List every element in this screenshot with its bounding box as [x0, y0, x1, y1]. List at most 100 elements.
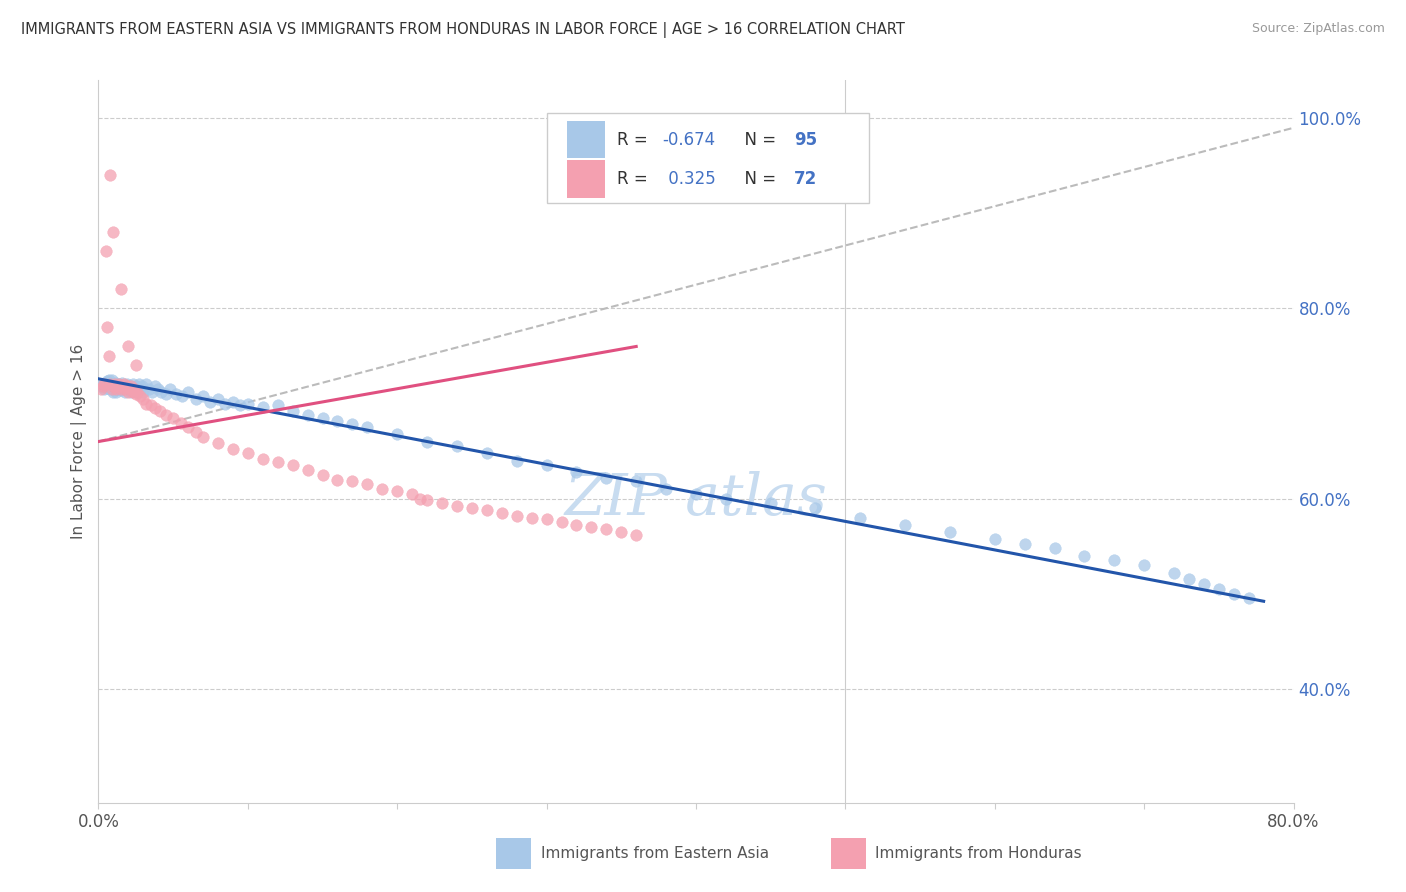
Point [129, 382, 152, 396]
Point [1104, 553, 1126, 567]
Point [114, 382, 136, 396]
Point [143, 401, 166, 416]
Point [143, 379, 166, 393]
Point [191, 430, 214, 444]
Point [118, 379, 141, 393]
Text: Source: ZipAtlas.com: Source: ZipAtlas.com [1251, 22, 1385, 36]
Point [124, 382, 146, 396]
Point [894, 518, 917, 533]
Point [103, 377, 125, 392]
Point [446, 499, 468, 513]
Point [1043, 541, 1066, 555]
Point [177, 420, 200, 434]
Point [371, 482, 394, 496]
Point [110, 382, 132, 396]
Text: N =: N = [734, 169, 782, 187]
Point [207, 392, 229, 406]
FancyBboxPatch shape [831, 838, 866, 869]
Point [311, 467, 333, 482]
Point [385, 426, 409, 441]
FancyBboxPatch shape [547, 112, 869, 203]
Point [138, 382, 160, 396]
Point [222, 394, 245, 409]
Point [236, 446, 259, 460]
Point [506, 508, 529, 523]
Point [117, 339, 139, 353]
Point [475, 503, 498, 517]
Point [1014, 537, 1036, 551]
Point [229, 398, 252, 412]
Text: 0.325: 0.325 [662, 169, 716, 187]
Point [416, 434, 439, 449]
Point [101, 382, 124, 396]
Point [105, 385, 128, 400]
FancyBboxPatch shape [567, 121, 605, 159]
Text: IMMIGRANTS FROM EASTERN ASIA VS IMMIGRANTS FROM HONDURAS IN LABOR FORCE | AGE > : IMMIGRANTS FROM EASTERN ASIA VS IMMIGRAN… [21, 22, 905, 38]
Point [281, 404, 304, 418]
Point [461, 501, 484, 516]
Point [626, 475, 648, 489]
Point [97, 349, 120, 363]
Point [984, 532, 1007, 546]
Point [1133, 558, 1156, 573]
Point [150, 385, 173, 400]
Point [401, 487, 423, 501]
Point [132, 385, 155, 400]
Point [416, 493, 439, 508]
Point [141, 385, 163, 400]
Point [1073, 549, 1095, 563]
Point [148, 382, 170, 396]
Point [1163, 566, 1185, 580]
Point [127, 385, 149, 400]
Point [97, 379, 120, 393]
Point [177, 385, 200, 400]
Point [120, 385, 142, 400]
Point [356, 477, 378, 491]
Point [1178, 573, 1201, 587]
Point [104, 377, 127, 392]
Point [93, 377, 115, 392]
Point [565, 518, 588, 533]
Point [342, 417, 364, 432]
Point [105, 376, 128, 390]
Point [128, 377, 150, 392]
Point [131, 379, 153, 393]
Point [90, 382, 112, 396]
Point [685, 487, 707, 501]
Point [326, 473, 349, 487]
Point [98, 376, 122, 390]
Point [222, 442, 245, 457]
Point [104, 382, 127, 396]
Y-axis label: In Labor Force | Age > 16: In Labor Force | Age > 16 [72, 344, 87, 539]
Point [114, 385, 136, 400]
Point [491, 506, 513, 520]
FancyBboxPatch shape [496, 838, 531, 869]
Point [111, 382, 134, 396]
Point [117, 382, 139, 396]
Point [97, 373, 120, 387]
Point [252, 401, 274, 415]
Point [149, 404, 172, 418]
Point [165, 387, 187, 401]
Point [342, 475, 364, 489]
Point [107, 382, 129, 396]
Point [108, 377, 131, 392]
FancyBboxPatch shape [567, 160, 605, 197]
Point [506, 453, 529, 467]
Point [565, 465, 588, 479]
Point [550, 516, 572, 530]
Point [96, 320, 118, 334]
Point [120, 379, 142, 393]
Point [90, 379, 112, 393]
Point [108, 377, 131, 392]
Point [98, 377, 122, 392]
Point [939, 524, 962, 539]
Point [581, 520, 603, 534]
Point [236, 396, 259, 410]
Point [139, 398, 162, 412]
Point [94, 376, 117, 390]
Point [184, 425, 207, 439]
Point [430, 496, 453, 510]
Point [184, 392, 207, 406]
Point [252, 451, 274, 466]
